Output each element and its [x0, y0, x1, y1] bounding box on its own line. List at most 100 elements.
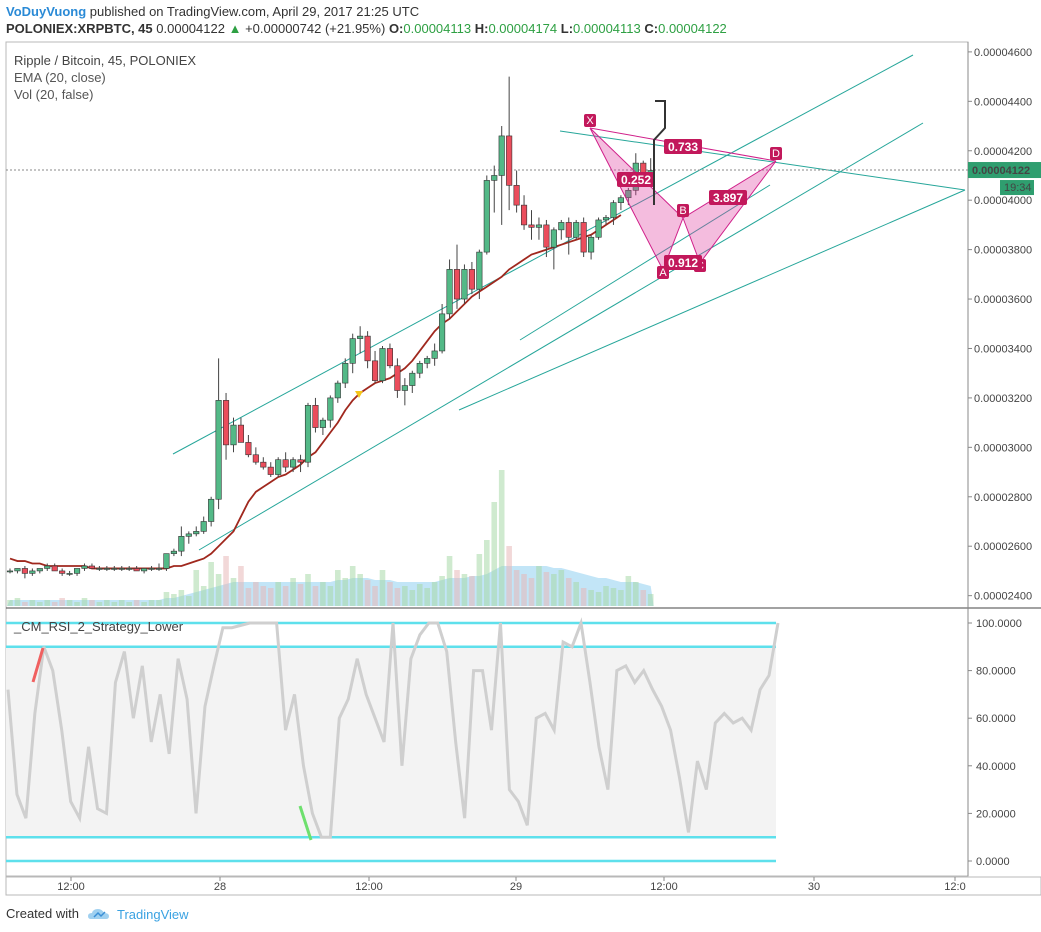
volume-bar	[171, 594, 177, 606]
volume-bar	[22, 602, 28, 606]
candle-body	[424, 358, 431, 364]
candle-body	[476, 251, 483, 290]
volume-bar	[305, 574, 311, 606]
candle-body	[200, 521, 207, 532]
author-link[interactable]: VoDuyVuong	[6, 4, 87, 19]
countdown-label: 19:34	[1004, 182, 1032, 194]
volume-bar	[357, 574, 363, 606]
volume-bar	[44, 600, 51, 606]
harmonic-ratio-badge	[617, 172, 655, 187]
candle-body	[215, 400, 222, 500]
volume-bar	[290, 578, 296, 606]
volume-bar	[29, 600, 36, 606]
volume-bar	[297, 584, 304, 606]
trend-channel-line	[198, 122, 924, 551]
volume-bar	[469, 576, 475, 606]
low-label: L:	[560, 21, 574, 36]
candle-body	[155, 568, 163, 570]
volume-bar	[141, 602, 147, 606]
volume-bar	[491, 502, 498, 606]
volume-bar	[565, 578, 572, 606]
candle-body	[334, 382, 341, 399]
candle-body	[111, 568, 118, 570]
volume-bar	[595, 592, 602, 606]
volume-bar	[498, 470, 505, 606]
price-tick-label: 0.00003800	[974, 245, 1032, 257]
rsi-overbought-segment	[31, 647, 45, 683]
candle-body	[364, 335, 371, 362]
candle-body	[506, 135, 513, 186]
candle-body	[59, 570, 66, 574]
open-value: 0.00004113	[403, 21, 472, 36]
candle-body	[461, 269, 468, 300]
candle-body	[535, 224, 543, 228]
harmonic-ratio-label: 3.897	[713, 191, 743, 205]
volume-bar	[267, 588, 274, 606]
volume-bar	[253, 582, 259, 606]
rsi-indicator-title[interactable]: _CM_RSI_2_Strategy_Lower	[14, 619, 184, 634]
candle-body	[409, 372, 416, 386]
harmonic-point-label: X	[586, 115, 594, 127]
candle-body	[446, 269, 453, 315]
volume-bar	[454, 570, 460, 606]
tradingview-logo[interactable]: TradingView	[88, 906, 198, 927]
price-tick-label: 0.00002400	[974, 591, 1032, 603]
volume-bar	[439, 576, 445, 606]
brand-label[interactable]: TradingView	[117, 907, 189, 922]
volume-bar	[349, 566, 356, 606]
price-tick-label: 0.00003400	[974, 343, 1032, 355]
volume-bar	[59, 598, 65, 606]
time-tick-label: 28	[214, 881, 226, 893]
harmonic-ratio-badge	[664, 255, 702, 270]
candle-body	[81, 565, 88, 569]
volume-bar	[364, 580, 371, 606]
candle-body	[543, 224, 550, 248]
candle-body	[14, 568, 21, 572]
rsi-tick-label: 0.0000	[976, 856, 1010, 868]
candle-body	[267, 466, 274, 475]
volume-bar	[178, 590, 185, 606]
harmonic-ratio-label: 0.733	[668, 140, 698, 154]
volume-bar	[640, 590, 647, 606]
price-tick-label: 0.00002800	[974, 492, 1032, 504]
volume-bar	[342, 578, 349, 606]
rsi-tick-label: 40.0000	[976, 761, 1016, 773]
volume-bar	[446, 556, 453, 606]
volume-bar	[7, 600, 13, 606]
candle-body	[304, 405, 312, 463]
price-tick-label: 0.00002600	[974, 541, 1032, 553]
legend-volume[interactable]: Vol (20, false)	[14, 87, 94, 102]
last-price: 0.00004122	[156, 21, 225, 36]
harmonic-point-badge	[677, 204, 689, 217]
candle-body	[558, 222, 565, 231]
candle-body	[327, 397, 334, 421]
legend-ema[interactable]: EMA (20, close)	[14, 70, 106, 85]
volume-bar	[335, 570, 341, 606]
high-value: 0.00004174	[488, 21, 558, 36]
time-tick-label: 30	[808, 881, 820, 893]
candle-body	[610, 202, 617, 218]
harmonic-ratio-badge	[664, 139, 702, 154]
time-tick-label: 29	[510, 881, 522, 893]
trend-channel-line	[458, 189, 966, 411]
candle-body	[185, 533, 192, 537]
volume-bar	[245, 588, 252, 606]
candle-body	[230, 424, 237, 446]
volume-bar	[558, 570, 565, 606]
candle-body	[44, 565, 51, 569]
candle-body	[625, 189, 632, 199]
candle-body	[170, 550, 177, 554]
candle-body	[617, 197, 624, 203]
candle-body	[178, 536, 185, 552]
candle-body	[550, 229, 557, 248]
candle-body	[386, 348, 394, 367]
volume-bar	[588, 590, 594, 606]
candle-body	[237, 424, 244, 443]
volume-bar	[424, 588, 430, 606]
price-tick-label: 0.00004000	[974, 195, 1032, 207]
open-label: O:	[388, 21, 404, 36]
volume-bar	[51, 602, 58, 606]
footer: Created with	[6, 906, 79, 921]
volume-bar	[394, 588, 401, 606]
